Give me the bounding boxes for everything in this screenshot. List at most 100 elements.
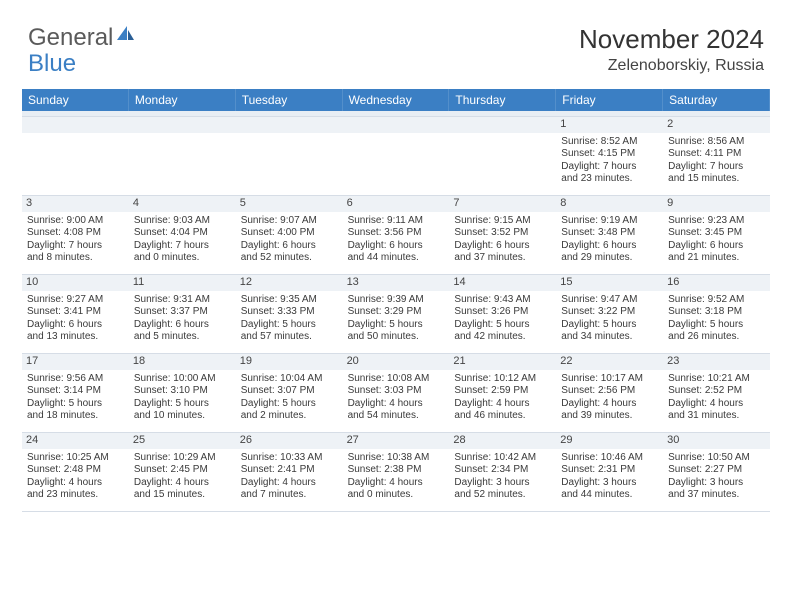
sunset-text: Sunset: 4:11 PM [668, 148, 765, 161]
daylight-text: and 34 minutes. [561, 331, 658, 344]
daylight-text: Daylight: 5 hours [561, 319, 658, 332]
day-number: 14 [449, 275, 556, 291]
day-number: 1 [556, 117, 663, 133]
calendar: SundayMondayTuesdayWednesdayThursdayFrid… [0, 83, 792, 512]
day-cell: 19Sunrise: 10:04 AMSunset: 3:07 PMDaylig… [236, 354, 343, 432]
daylight-text: and 18 minutes. [27, 410, 124, 423]
day-number: 9 [663, 196, 770, 212]
daylight-text: and 13 minutes. [27, 331, 124, 344]
daylight-text: and 57 minutes. [241, 331, 338, 344]
daylight-text: Daylight: 3 hours [561, 477, 658, 490]
daylight-text: Daylight: 5 hours [134, 398, 231, 411]
day-number [236, 117, 343, 133]
day-number: 10 [22, 275, 129, 291]
daylight-text: and 26 minutes. [668, 331, 765, 344]
daylight-text: Daylight: 4 hours [348, 398, 445, 411]
weekday-header: Tuesday [236, 89, 343, 111]
daylight-text: and 7 minutes. [241, 489, 338, 502]
sunset-text: Sunset: 3:10 PM [134, 385, 231, 398]
day-cell: 14Sunrise: 9:43 AMSunset: 3:26 PMDayligh… [449, 275, 556, 353]
week-row: 17Sunrise: 9:56 AMSunset: 3:14 PMDayligh… [22, 354, 770, 433]
day-number: 12 [236, 275, 343, 291]
sunset-text: Sunset: 2:52 PM [668, 385, 765, 398]
sunrise-text: Sunrise: 10:25 AM [27, 452, 124, 465]
sunset-text: Sunset: 3:37 PM [134, 306, 231, 319]
brand-logo: General [28, 24, 135, 52]
header: General November 2024 Zelenoborskiy, Rus… [0, 0, 792, 83]
weekday-header: Sunday [22, 89, 129, 111]
sunset-text: Sunset: 3:22 PM [561, 306, 658, 319]
day-cell: 4Sunrise: 9:03 AMSunset: 4:04 PMDaylight… [129, 196, 236, 274]
daylight-text: and 37 minutes. [668, 489, 765, 502]
daylight-text: and 42 minutes. [454, 331, 551, 344]
daylight-text: Daylight: 5 hours [668, 319, 765, 332]
sunrise-text: Sunrise: 9:00 AM [27, 215, 124, 228]
sunrise-text: Sunrise: 10:42 AM [454, 452, 551, 465]
daylight-text: Daylight: 7 hours [27, 240, 124, 253]
daylight-text: and 15 minutes. [668, 173, 765, 186]
daylight-text: Daylight: 5 hours [348, 319, 445, 332]
day-number [129, 117, 236, 133]
day-number: 28 [449, 433, 556, 449]
week-row: 10Sunrise: 9:27 AMSunset: 3:41 PMDayligh… [22, 275, 770, 354]
daylight-text: and 54 minutes. [348, 410, 445, 423]
sunset-text: Sunset: 2:38 PM [348, 464, 445, 477]
daylight-text: Daylight: 5 hours [241, 319, 338, 332]
sunset-text: Sunset: 3:26 PM [454, 306, 551, 319]
sunset-text: Sunset: 4:04 PM [134, 227, 231, 240]
brand-word2: Blue [28, 50, 76, 77]
day-number: 29 [556, 433, 663, 449]
day-cell [236, 117, 343, 195]
day-cell: 26Sunrise: 10:33 AMSunset: 2:41 PMDaylig… [236, 433, 343, 511]
day-number: 27 [343, 433, 450, 449]
day-cell [129, 117, 236, 195]
day-cell: 27Sunrise: 10:38 AMSunset: 2:38 PMDaylig… [343, 433, 450, 511]
day-cell: 13Sunrise: 9:39 AMSunset: 3:29 PMDayligh… [343, 275, 450, 353]
sunrise-text: Sunrise: 9:31 AM [134, 294, 231, 307]
day-cell: 1Sunrise: 8:52 AMSunset: 4:15 PMDaylight… [556, 117, 663, 195]
day-cell [343, 117, 450, 195]
day-cell: 11Sunrise: 9:31 AMSunset: 3:37 PMDayligh… [129, 275, 236, 353]
daylight-text: Daylight: 4 hours [241, 477, 338, 490]
sunrise-text: Sunrise: 10:33 AM [241, 452, 338, 465]
sunset-text: Sunset: 4:00 PM [241, 227, 338, 240]
title-block: November 2024 Zelenoborskiy, Russia [579, 24, 764, 75]
day-cell: 9Sunrise: 9:23 AMSunset: 3:45 PMDaylight… [663, 196, 770, 274]
location-label: Zelenoborskiy, Russia [579, 57, 764, 75]
brand-word1: General [28, 24, 113, 52]
sunset-text: Sunset: 3:41 PM [27, 306, 124, 319]
daylight-text: and 10 minutes. [134, 410, 231, 423]
daylight-text: Daylight: 4 hours [27, 477, 124, 490]
sunset-text: Sunset: 4:15 PM [561, 148, 658, 161]
daylight-text: and 44 minutes. [561, 489, 658, 502]
sunrise-text: Sunrise: 10:29 AM [134, 452, 231, 465]
sunrise-text: Sunrise: 10:21 AM [668, 373, 765, 386]
day-cell: 18Sunrise: 10:00 AMSunset: 3:10 PMDaylig… [129, 354, 236, 432]
day-number [343, 117, 450, 133]
day-cell: 8Sunrise: 9:19 AMSunset: 3:48 PMDaylight… [556, 196, 663, 274]
sunrise-text: Sunrise: 9:56 AM [27, 373, 124, 386]
day-number: 5 [236, 196, 343, 212]
sunset-text: Sunset: 3:03 PM [348, 385, 445, 398]
daylight-text: Daylight: 4 hours [561, 398, 658, 411]
day-number: 20 [343, 354, 450, 370]
sunset-text: Sunset: 3:18 PM [668, 306, 765, 319]
month-title: November 2024 [579, 24, 764, 55]
day-number: 26 [236, 433, 343, 449]
day-cell: 12Sunrise: 9:35 AMSunset: 3:33 PMDayligh… [236, 275, 343, 353]
daylight-text: and 21 minutes. [668, 252, 765, 265]
sail-icon [115, 24, 135, 42]
sunrise-text: Sunrise: 9:39 AM [348, 294, 445, 307]
daylight-text: and 5 minutes. [134, 331, 231, 344]
day-cell: 2Sunrise: 8:56 AMSunset: 4:11 PMDaylight… [663, 117, 770, 195]
daylight-text: Daylight: 7 hours [668, 161, 765, 174]
weeks-container: 1Sunrise: 8:52 AMSunset: 4:15 PMDaylight… [22, 117, 770, 512]
sunset-text: Sunset: 2:56 PM [561, 385, 658, 398]
day-cell: 22Sunrise: 10:17 AMSunset: 2:56 PMDaylig… [556, 354, 663, 432]
day-number: 2 [663, 117, 770, 133]
sunrise-text: Sunrise: 9:52 AM [668, 294, 765, 307]
sunset-text: Sunset: 3:07 PM [241, 385, 338, 398]
week-row: 3Sunrise: 9:00 AMSunset: 4:08 PMDaylight… [22, 196, 770, 275]
daylight-text: Daylight: 6 hours [27, 319, 124, 332]
day-number: 18 [129, 354, 236, 370]
